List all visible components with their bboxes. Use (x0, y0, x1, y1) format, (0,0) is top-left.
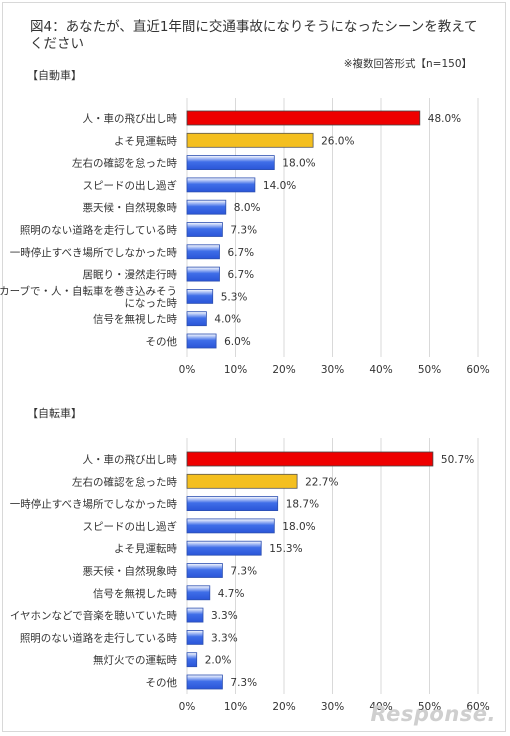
value-label: 18.0% (282, 521, 315, 533)
bar (186, 518, 275, 534)
value-label: 14.0% (263, 180, 296, 192)
bar (186, 540, 262, 556)
value-label: 8.0% (234, 202, 261, 214)
category-label: 左右の確認を怠った時 (72, 475, 177, 488)
bar (186, 177, 256, 193)
x-tick-label: 0% (179, 701, 196, 713)
bar (186, 199, 227, 215)
value-label: 6.7% (227, 269, 254, 281)
category-label: スピードの出し過ぎ (83, 179, 178, 192)
value-label: 7.3% (230, 566, 257, 578)
category-label: 人・車の飛び出し時 (83, 112, 178, 125)
value-label: 5.3% (221, 291, 248, 303)
category-label: 信号を無視した時 (93, 313, 177, 326)
bar (186, 266, 220, 282)
sample-size-note: ※複数回答形式【n=150】 (343, 58, 472, 70)
value-label: 15.3% (269, 543, 302, 555)
category-label: 無灯火での運転時 (93, 654, 177, 667)
x-tick-label: 50% (418, 701, 441, 713)
bar (186, 652, 198, 668)
value-label: 26.0% (321, 135, 354, 147)
x-tick-label: 10% (224, 364, 247, 376)
bar (186, 155, 275, 171)
value-label: 22.7% (305, 476, 338, 488)
category-label: その他 (146, 335, 178, 348)
x-tick-label: 10% (224, 701, 247, 713)
bar (186, 132, 314, 148)
bar (186, 311, 207, 327)
value-label: 2.0% (205, 655, 232, 667)
category-label: イヤホンなどで音楽を聴いていた時 (10, 609, 178, 622)
x-tick-label: 30% (321, 701, 344, 713)
bar (186, 473, 298, 489)
category-label: 悪天候・自然現象時 (83, 201, 178, 214)
value-label: 7.3% (230, 677, 257, 689)
category-label: 照明のない道路を走行している時 (20, 631, 178, 644)
value-label: 7.3% (230, 225, 257, 237)
bar (186, 110, 421, 126)
value-label: 48.0% (428, 113, 461, 125)
x-tick-label: 0% (179, 364, 196, 376)
x-tick-label: 60% (466, 701, 489, 713)
bar (186, 607, 204, 623)
category-label: 一時停止すべき場所でしなかった時 (10, 246, 178, 259)
value-label: 6.0% (224, 336, 251, 348)
category-label: 信号を無視した時 (93, 587, 177, 600)
bar (186, 674, 223, 690)
response-watermark: Response. (370, 702, 496, 726)
x-tick-label: 20% (272, 364, 295, 376)
x-tick-label: 20% (272, 701, 295, 713)
bar (186, 288, 214, 304)
category-label: 左右の確認を怠った時 (72, 157, 177, 170)
value-label: 3.3% (211, 610, 238, 622)
bar (186, 244, 220, 260)
value-label: 18.7% (286, 499, 319, 511)
value-label: 4.0% (214, 314, 241, 326)
value-label: 50.7% (441, 454, 474, 466)
category-label: 人・車の飛び出し時 (83, 453, 178, 466)
bar (186, 451, 434, 467)
x-tick-label: 50% (418, 364, 441, 376)
bar (186, 496, 279, 512)
x-tick-label: 60% (466, 364, 489, 376)
bicycle-section-label: 【自転車】 (27, 407, 82, 420)
category-label: 居眠り・漫然走行時 (83, 268, 178, 281)
x-tick-label: 40% (369, 701, 392, 713)
category-label: 照明のない道路を走行している時 (20, 224, 178, 237)
value-label: 4.7% (218, 588, 245, 600)
value-label: 18.0% (282, 158, 315, 170)
x-tick-label: 30% (321, 364, 344, 376)
category-label: その他 (146, 676, 178, 689)
category-label: よそ見運転時 (114, 543, 177, 555)
category-label: よそ見運転時 (114, 135, 177, 147)
x-tick-label: 40% (369, 364, 392, 376)
figure-title: 図4：あなたが、直近1年間に交通事故になりそうになったシーンを教えてください (30, 19, 478, 52)
category-label: スピードの出し過ぎ (83, 520, 178, 533)
category-label: カーブで・人・自転車を巻き込みそうになった時 (0, 284, 177, 309)
category-label: 悪天候・自然現象時 (83, 565, 178, 578)
bar (186, 222, 223, 237)
bar (186, 585, 211, 601)
car-section-label: 【自動車】 (27, 69, 82, 82)
category-label: 一時停止すべき場所でしなかった時 (10, 498, 178, 511)
bar (186, 630, 204, 645)
value-label: 3.3% (211, 632, 238, 644)
value-label: 6.7% (227, 247, 254, 259)
bar (186, 333, 217, 349)
bar (186, 563, 223, 578)
